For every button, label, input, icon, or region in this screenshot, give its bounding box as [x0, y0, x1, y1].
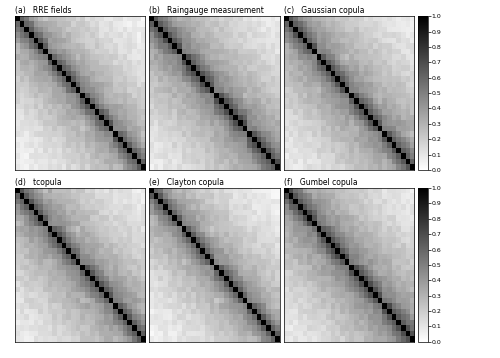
Text: (a)   RRE fields: (a) RRE fields: [15, 6, 72, 15]
Text: (f)   Gumbel copula: (f) Gumbel copula: [284, 178, 358, 187]
Text: (e)   Clayton copula: (e) Clayton copula: [150, 178, 224, 187]
Text: (c)   Gaussian copula: (c) Gaussian copula: [284, 6, 364, 15]
Text: (d)   tcopula: (d) tcopula: [15, 178, 62, 187]
Text: (b)   Raingauge measurement: (b) Raingauge measurement: [150, 6, 264, 15]
